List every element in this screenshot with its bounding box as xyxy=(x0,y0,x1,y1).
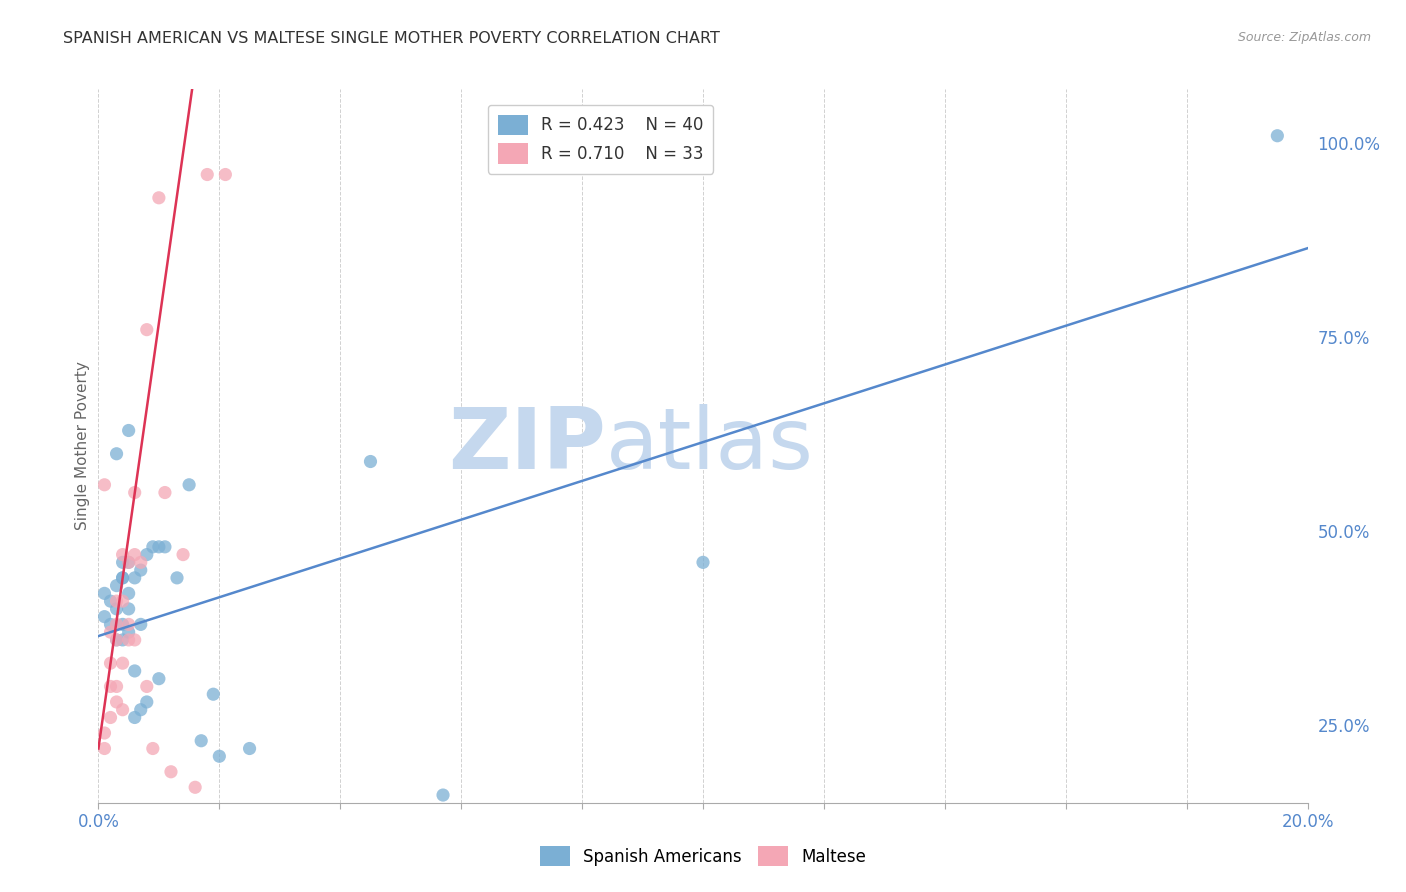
Point xyxy=(124,485,146,500)
Point xyxy=(172,548,194,562)
Point xyxy=(129,617,152,632)
Point xyxy=(148,191,170,205)
Point xyxy=(184,780,207,795)
Point xyxy=(100,656,122,670)
Point xyxy=(93,477,115,491)
Point xyxy=(360,454,382,468)
Point xyxy=(129,563,152,577)
Point xyxy=(105,680,128,694)
Point xyxy=(135,323,157,337)
Point xyxy=(124,710,146,724)
Point xyxy=(93,726,115,740)
Point xyxy=(148,540,170,554)
Point xyxy=(105,695,128,709)
Point xyxy=(105,632,128,647)
Point xyxy=(118,632,141,647)
Point xyxy=(100,625,122,640)
Point xyxy=(111,632,134,647)
Point xyxy=(105,594,128,608)
Point xyxy=(118,555,141,569)
Point xyxy=(135,548,157,562)
Point xyxy=(100,710,122,724)
Point xyxy=(124,664,146,678)
Point xyxy=(111,703,134,717)
Point xyxy=(124,548,146,562)
Point xyxy=(105,632,128,647)
Point xyxy=(93,609,115,624)
Point xyxy=(111,548,134,562)
Point xyxy=(166,571,188,585)
Point xyxy=(105,447,128,461)
Point xyxy=(148,672,170,686)
Point xyxy=(692,555,714,569)
Point xyxy=(135,695,157,709)
Y-axis label: Single Mother Poverty: Single Mother Poverty xyxy=(75,361,90,531)
Text: SPANISH AMERICAN VS MALTESE SINGLE MOTHER POVERTY CORRELATION CHART: SPANISH AMERICAN VS MALTESE SINGLE MOTHE… xyxy=(63,31,720,46)
Point xyxy=(118,555,141,569)
Point xyxy=(195,168,218,182)
Point xyxy=(93,586,115,600)
Text: ZIP: ZIP xyxy=(449,404,606,488)
Point xyxy=(111,571,134,585)
Point xyxy=(111,594,134,608)
Point xyxy=(432,788,454,802)
Point xyxy=(111,571,134,585)
Point xyxy=(153,540,176,554)
Point xyxy=(190,733,212,747)
Point xyxy=(202,687,225,701)
Point xyxy=(111,555,134,569)
Point xyxy=(105,617,128,632)
Point xyxy=(124,632,146,647)
Point xyxy=(1267,128,1289,143)
Point xyxy=(100,680,122,694)
Point xyxy=(100,617,122,632)
Point xyxy=(105,579,128,593)
Point xyxy=(118,617,141,632)
Point xyxy=(208,749,231,764)
Text: atlas: atlas xyxy=(606,404,814,488)
Point xyxy=(100,594,122,608)
Point xyxy=(142,741,165,756)
Point xyxy=(118,625,141,640)
Point xyxy=(124,571,146,585)
Point xyxy=(153,485,176,500)
Point xyxy=(135,680,157,694)
Point xyxy=(118,586,141,600)
Point xyxy=(129,703,152,717)
Text: Source: ZipAtlas.com: Source: ZipAtlas.com xyxy=(1237,31,1371,45)
Point xyxy=(93,741,115,756)
Point xyxy=(129,555,152,569)
Point xyxy=(239,741,262,756)
Point xyxy=(111,617,134,632)
Legend: R = 0.423    N = 40, R = 0.710    N = 33: R = 0.423 N = 40, R = 0.710 N = 33 xyxy=(488,104,713,174)
Point xyxy=(118,602,141,616)
Point xyxy=(111,656,134,670)
Point xyxy=(179,477,201,491)
Legend: Spanish Americans, Maltese: Spanish Americans, Maltese xyxy=(533,839,873,873)
Point xyxy=(160,764,183,779)
Point xyxy=(214,168,236,182)
Point xyxy=(105,602,128,616)
Point xyxy=(118,424,141,438)
Point xyxy=(142,540,165,554)
